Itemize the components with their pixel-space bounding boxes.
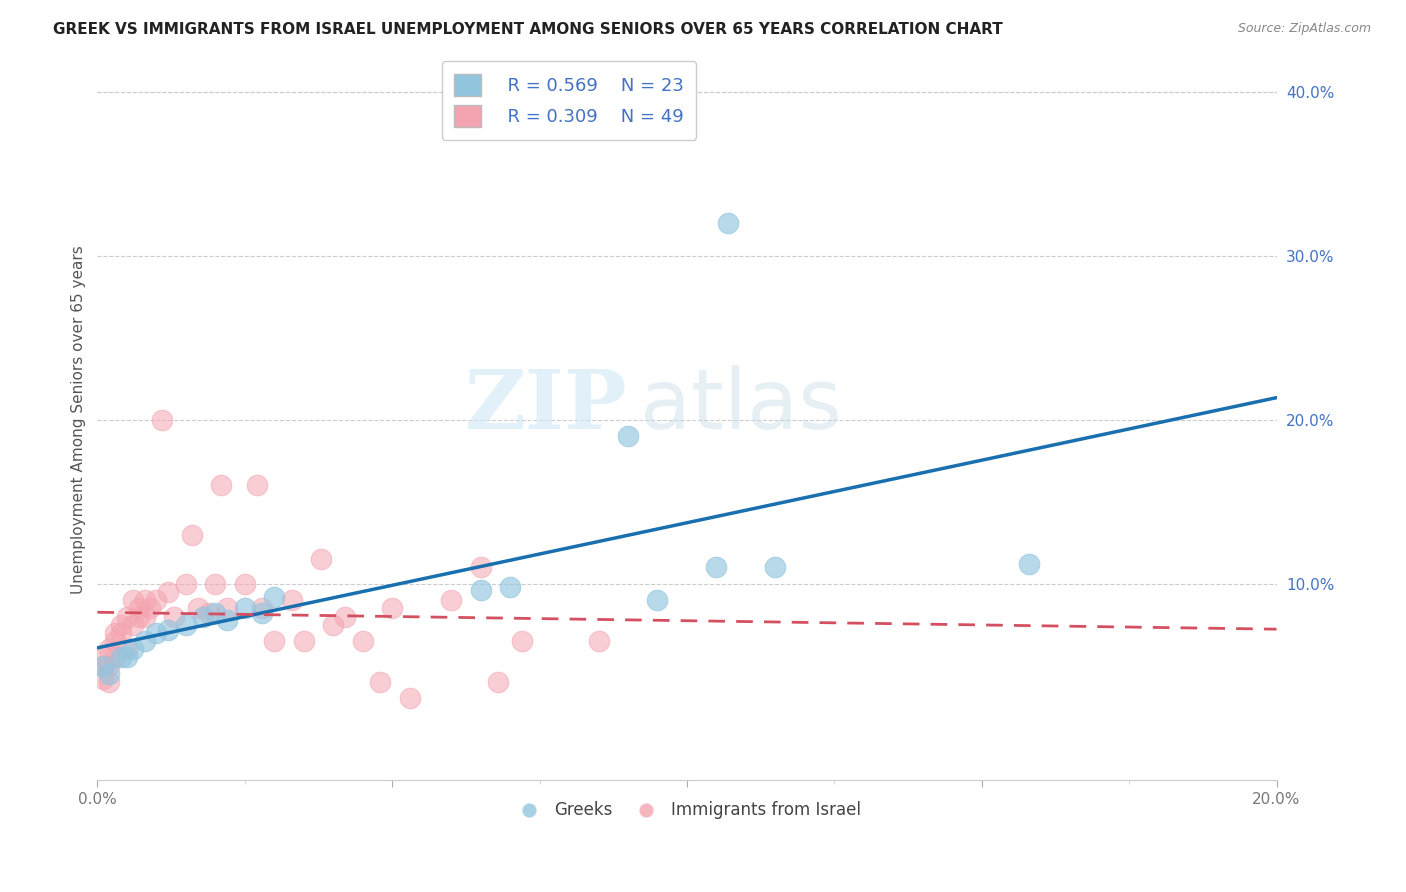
Legend: Greeks, Immigrants from Israel: Greeks, Immigrants from Israel	[506, 795, 868, 826]
Point	[180, 527, 202, 541]
Point	[128, 609, 150, 624]
Point	[193, 609, 215, 624]
Point	[204, 606, 226, 620]
Point	[292, 634, 315, 648]
Point	[104, 634, 127, 648]
Text: ZIP: ZIP	[465, 366, 628, 445]
Text: GREEK VS IMMIGRANTS FROM ISRAEL UNEMPLOYMENT AMONG SENIORS OVER 65 YEARS CORRELA: GREEK VS IMMIGRANTS FROM ISRAEL UNEMPLOY…	[53, 22, 1002, 37]
Point	[104, 626, 127, 640]
Point	[215, 613, 238, 627]
Point	[233, 576, 256, 591]
Text: Source: ZipAtlas.com: Source: ZipAtlas.com	[1237, 22, 1371, 36]
Point	[145, 593, 167, 607]
Point	[263, 634, 285, 648]
Point	[215, 601, 238, 615]
Point	[134, 609, 156, 624]
Point	[381, 601, 404, 615]
Point	[98, 658, 121, 673]
Point	[706, 560, 728, 574]
Point	[204, 576, 226, 591]
Point	[588, 634, 610, 648]
Point	[134, 634, 156, 648]
Point	[163, 609, 186, 624]
Point	[104, 650, 127, 665]
Text: atlas: atlas	[640, 365, 842, 446]
Point	[91, 658, 114, 673]
Point	[252, 606, 274, 620]
Point	[150, 413, 173, 427]
Point	[281, 593, 304, 607]
Point	[110, 626, 132, 640]
Point	[98, 675, 121, 690]
Point	[322, 617, 344, 632]
Point	[311, 552, 333, 566]
Point	[1018, 557, 1040, 571]
Point	[486, 675, 509, 690]
Point	[370, 675, 392, 690]
Point	[245, 478, 267, 492]
Point	[134, 593, 156, 607]
Point	[617, 429, 640, 443]
Point	[174, 617, 197, 632]
Point	[763, 560, 786, 574]
Point	[121, 642, 143, 657]
Point	[91, 658, 114, 673]
Point	[157, 623, 180, 637]
Point	[333, 609, 356, 624]
Point	[252, 601, 274, 615]
Y-axis label: Unemployment Among Seniors over 65 years: Unemployment Among Seniors over 65 years	[72, 245, 86, 594]
Point	[187, 601, 209, 615]
Point	[263, 590, 285, 604]
Point	[647, 593, 669, 607]
Point	[510, 634, 533, 648]
Point	[121, 593, 143, 607]
Point	[470, 560, 492, 574]
Point	[233, 601, 256, 615]
Point	[174, 576, 197, 591]
Point	[398, 691, 420, 706]
Point	[470, 583, 492, 598]
Point	[115, 650, 138, 665]
Point	[717, 216, 740, 230]
Point	[98, 642, 121, 657]
Point	[98, 666, 121, 681]
Point	[91, 672, 114, 686]
Point	[157, 585, 180, 599]
Point	[91, 648, 114, 663]
Point	[352, 634, 374, 648]
Point	[145, 626, 167, 640]
Point	[139, 601, 162, 615]
Point	[110, 650, 132, 665]
Point	[115, 609, 138, 624]
Point	[128, 601, 150, 615]
Point	[110, 617, 132, 632]
Point	[209, 478, 232, 492]
Point	[115, 642, 138, 657]
Point	[198, 606, 221, 620]
Point	[499, 580, 522, 594]
Point	[121, 617, 143, 632]
Point	[440, 593, 463, 607]
